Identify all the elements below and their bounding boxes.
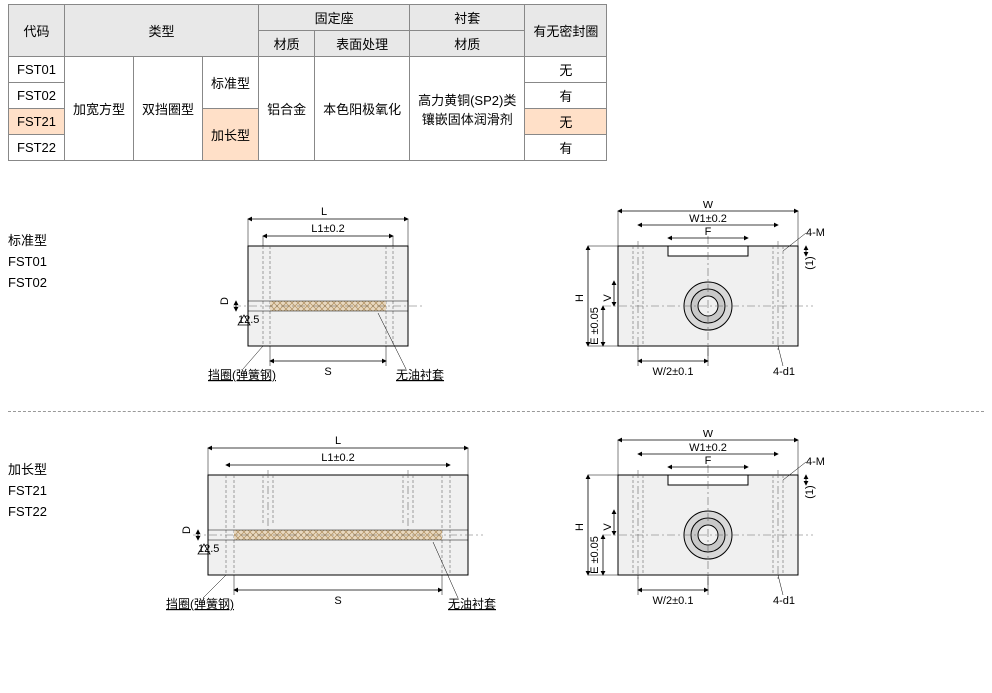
svg-text:挡圈(弹簧钢): 挡圈(弹簧钢)	[166, 596, 234, 611]
labels-std: 标准型 FST01 FST02	[8, 201, 138, 293]
svg-text:L: L	[321, 206, 327, 218]
svg-text:W: W	[703, 201, 714, 211]
svg-text:L: L	[335, 435, 341, 447]
side-std: W W1±0.2 F 4-M (1) H E ±0.05 V W/2±0.1 4…	[538, 201, 838, 391]
bushing-mat: 高力黄铜(SP2)类镶嵌固体润滑剂	[410, 57, 525, 161]
svg-text:H: H	[574, 294, 586, 302]
svg-text:F: F	[705, 226, 712, 238]
row-long: 加长型 FST21 FST22 L L1±0.2 D 12.5 S 挡圈(弹簧钢…	[8, 430, 984, 620]
svg-text:4-M: 4-M	[806, 456, 825, 468]
front-long: L L1±0.2 D 12.5 S 挡圈(弹簧钢) 无油衬套	[148, 430, 508, 620]
row-standard: 标准型 FST01 FST02 L L1±0.2	[8, 201, 984, 391]
th-bushing: 衬套	[410, 5, 525, 31]
code-3: FST22	[9, 135, 65, 161]
code-0: FST01	[9, 57, 65, 83]
svg-text:无油衬套: 无油衬套	[448, 597, 496, 611]
svg-text:4-d1: 4-d1	[773, 366, 795, 378]
svg-text:E ±0.05: E ±0.05	[589, 536, 601, 574]
labels-long: 加长型 FST21 FST22	[8, 430, 138, 522]
seal-3: 有	[525, 135, 607, 161]
th-code: 代码	[9, 5, 65, 57]
seal-1: 有	[525, 83, 607, 109]
svg-text:E ±0.05: E ±0.05	[589, 307, 601, 345]
variant-long: 加长型	[203, 109, 259, 161]
svg-text:W1±0.2: W1±0.2	[689, 442, 727, 454]
code-2: FST21	[9, 109, 65, 135]
th-mat: 材质	[259, 31, 315, 57]
seal-2: 无	[525, 109, 607, 135]
svg-text:4-M: 4-M	[806, 227, 825, 239]
divider	[8, 411, 984, 412]
svg-text:(1): (1)	[804, 256, 816, 269]
svg-text:S: S	[334, 595, 341, 607]
svg-text:V: V	[602, 294, 614, 302]
th-bmat: 材质	[410, 31, 525, 57]
th-mount: 固定座	[259, 5, 410, 31]
th-surf: 表面处理	[315, 31, 410, 57]
spec-table: 代码 类型 固定座 衬套 有无密封圈 材质 表面处理 材质 FST01 加宽方型…	[8, 4, 607, 161]
svg-text:L1±0.2: L1±0.2	[311, 223, 345, 235]
type1: 加宽方型	[65, 57, 134, 161]
svg-text:W: W	[703, 430, 714, 440]
variant-std: 标准型	[203, 57, 259, 109]
code-1: FST02	[9, 83, 65, 109]
svg-text:V: V	[602, 523, 614, 531]
bushing-label: 无油衬套	[396, 368, 444, 382]
mount-mat: 铝合金	[259, 57, 315, 161]
svg-text:L1±0.2: L1±0.2	[321, 452, 355, 464]
svg-text:(1): (1)	[804, 485, 816, 498]
mount-surf: 本色阳极氧化	[315, 57, 410, 161]
th-seal: 有无密封圈	[525, 5, 607, 57]
retainer-label: 挡圈(弹簧钢)	[208, 367, 276, 382]
svg-text:W/2±0.1: W/2±0.1	[653, 595, 694, 607]
svg-text:W/2±0.1: W/2±0.1	[653, 366, 694, 378]
svg-text:4-d1: 4-d1	[773, 595, 795, 607]
svg-text:D: D	[181, 526, 193, 534]
type2: 双挡圈型	[134, 57, 203, 161]
svg-text:D: D	[219, 297, 231, 305]
svg-text:F: F	[705, 455, 712, 467]
front-std: L L1±0.2 D 12.5 S 挡圈(弹簧钢) 无油衬套	[178, 201, 458, 391]
th-type: 类型	[65, 5, 259, 57]
svg-text:W1±0.2: W1±0.2	[689, 213, 727, 225]
svg-text:H: H	[574, 523, 586, 531]
seal-0: 无	[525, 57, 607, 83]
side-long: W W1±0.2 F 4-M (1) H E ±0.05 V W/2±0.1 4…	[538, 430, 838, 620]
svg-text:S: S	[324, 366, 331, 378]
